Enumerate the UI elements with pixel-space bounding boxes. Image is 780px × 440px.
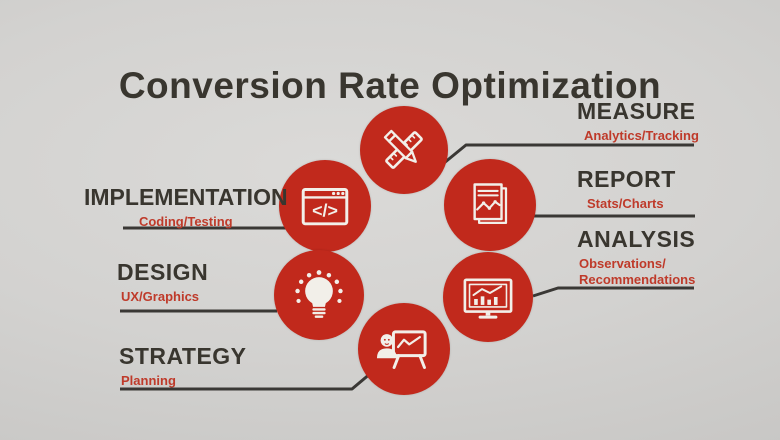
design-node [274, 250, 364, 340]
step-label: DESIGN [117, 259, 209, 285]
measure-node [360, 106, 448, 194]
report-pages-icon [473, 183, 508, 225]
step-sublabel: UX/Graphics [121, 289, 200, 305]
step-sublabel-line2: Recommendations [579, 272, 696, 288]
step-analysis: ANALYSIS Observations/ Recommendations [577, 227, 695, 288]
implementation-node: </> [279, 160, 371, 252]
monitor-chart-icon [463, 278, 513, 319]
lightbulb-icon [295, 270, 343, 318]
step-report: REPORT Stats/Charts [577, 167, 676, 212]
step-label: STRATEGY [119, 343, 247, 369]
step-sublabel: Coding/Testing [138, 214, 233, 230]
step-sublabel: Planning [121, 373, 176, 389]
connector-measure [443, 143, 694, 165]
step-label: IMPLEMENTATION [84, 184, 288, 210]
step-label: MEASURE [577, 98, 696, 124]
step-sublabel: Analytics/Tracking [584, 128, 699, 144]
pencil-ruler-icon [383, 129, 423, 169]
step-strategy: STRATEGY Planning [119, 344, 247, 389]
step-sublabel-line1: Observations/ [579, 256, 666, 272]
step-measure: MEASURE Analytics/Tracking [577, 99, 699, 144]
strategy-node [358, 303, 450, 395]
code-window-icon: </> [301, 188, 349, 226]
svg-text:</>: </> [312, 201, 338, 221]
page-title: Conversion Rate Optimization [118, 64, 662, 106]
analysis-node [443, 252, 533, 342]
presenter-board-icon [376, 330, 427, 369]
connector-strategy [120, 371, 372, 391]
connector-analysis [532, 286, 694, 298]
step-sublabel: Observations/ Recommendations [577, 256, 695, 288]
report-node [444, 159, 536, 251]
step-implementation: IMPLEMENTATION Coding/Testing [84, 185, 288, 230]
step-label: ANALYSIS [577, 226, 696, 252]
step-design: DESIGN UX/Graphics [117, 260, 208, 305]
step-sublabel: Stats/Charts [587, 196, 664, 212]
step-label: REPORT [577, 166, 676, 192]
